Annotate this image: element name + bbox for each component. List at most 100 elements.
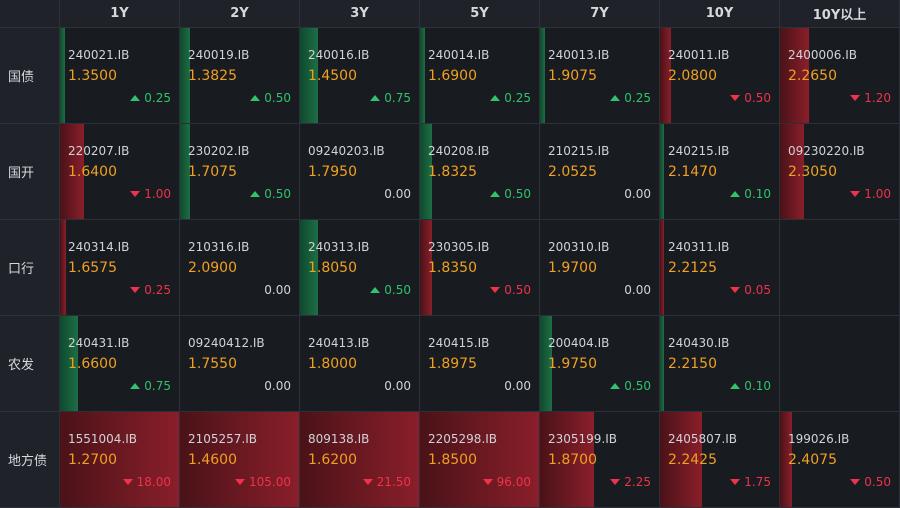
bond-cell-govt-bond-5y[interactable]: 240014.IB 1.6900 0.25 [420, 28, 540, 124]
bond-yield: 1.9750 [548, 356, 597, 372]
bond-yield: 1.8975 [428, 356, 477, 372]
bp-change-value: 0.50 [744, 91, 771, 105]
bond-code: 2400006.IB [788, 48, 858, 62]
bond-cell-govt-bond-10y-plus[interactable]: 2400006.IB 2.2650 1.20 [780, 28, 900, 124]
tenor-header-10y-plus[interactable]: 10Y以上 [780, 0, 900, 28]
bond-yield: 2.4075 [788, 452, 837, 468]
bp-change: 0.50 [490, 187, 531, 201]
bond-cell-local-govt-bond-2y[interactable]: 2105257.IB 1.4600 105.00 [180, 412, 300, 508]
bond-code: 240014.IB [428, 48, 490, 62]
bp-change-value: 0.50 [384, 283, 411, 297]
tenor-header-1y[interactable]: 1Y [60, 0, 180, 28]
row-label-exim-bond: 口行 [0, 220, 60, 316]
triangle-down-icon [130, 287, 141, 293]
bond-yield: 1.6575 [68, 260, 117, 276]
bond-yield: 2.2125 [668, 260, 717, 276]
bond-cell-cdb-bond-3y[interactable]: 09240203.IB 1.7950 0.00 [300, 124, 420, 220]
bond-cell-local-govt-bond-5y[interactable]: 2205298.IB 1.8500 96.00 [420, 412, 540, 508]
bond-cell-adbc-bond-2y[interactable]: 09240412.IB 1.7550 0.00 [180, 316, 300, 412]
corner-header [0, 0, 60, 28]
change-bar-down [780, 412, 792, 507]
change-bar-down [60, 412, 179, 507]
bond-cell-exim-bond-7y[interactable]: 200310.IB 1.9700 0.00 [540, 220, 660, 316]
triangle-down-icon [490, 287, 501, 293]
bp-change-value: 0.25 [144, 91, 171, 105]
bond-cell-govt-bond-7y[interactable]: 240013.IB 1.9075 0.25 [540, 28, 660, 124]
bond-cell-exim-bond-2y[interactable]: 210316.IB 2.0900 0.00 [180, 220, 300, 316]
change-bar-up [180, 28, 190, 123]
tenor-header-5y[interactable]: 5Y [420, 0, 540, 28]
bp-change-value: 0.50 [264, 91, 291, 105]
bp-change-value: 2.25 [624, 475, 651, 489]
bp-change-value: 0.00 [624, 187, 651, 201]
bond-cell-exim-bond-5y[interactable]: 230305.IB 1.8350 0.50 [420, 220, 540, 316]
bond-cell-exim-bond-10y-plus [780, 220, 900, 316]
triangle-down-icon [482, 479, 493, 485]
bp-change: 0.10 [730, 187, 771, 201]
bond-cell-local-govt-bond-7y[interactable]: 2305199.IB 1.8700 2.25 [540, 412, 660, 508]
bond-cell-exim-bond-10y[interactable]: 240311.IB 2.2125 0.05 [660, 220, 780, 316]
bond-cell-govt-bond-1y[interactable]: 240021.IB 1.3500 0.25 [60, 28, 180, 124]
change-bar-up [660, 124, 664, 219]
bp-change: 0.50 [850, 475, 891, 489]
bp-change: 0.50 [490, 283, 531, 297]
change-bar-down [780, 124, 804, 219]
bp-change: 0.75 [370, 91, 411, 105]
bp-change: 0.75 [130, 379, 171, 393]
bond-cell-cdb-bond-5y[interactable]: 240208.IB 1.8325 0.50 [420, 124, 540, 220]
change-bar-down [180, 412, 299, 507]
tenor-header-10y[interactable]: 10Y [660, 0, 780, 28]
bp-change-value: 0.75 [144, 379, 171, 393]
bp-change-value: 18.00 [136, 475, 171, 489]
bond-yield: 1.8325 [428, 164, 477, 180]
bond-cell-govt-bond-3y[interactable]: 240016.IB 1.4500 0.75 [300, 28, 420, 124]
bond-cell-cdb-bond-7y[interactable]: 210215.IB 2.0525 0.00 [540, 124, 660, 220]
bond-cell-exim-bond-1y[interactable]: 240314.IB 1.6575 0.25 [60, 220, 180, 316]
bp-change: 1.75 [730, 475, 771, 489]
bp-change-value: 0.00 [384, 187, 411, 201]
bond-cell-local-govt-bond-3y[interactable]: 809138.IB 1.6200 21.50 [300, 412, 420, 508]
bond-code: 240215.IB [668, 144, 730, 158]
tenor-header-3y[interactable]: 3Y [300, 0, 420, 28]
bond-yield: 1.3500 [68, 68, 117, 84]
bond-cell-local-govt-bond-10y-plus[interactable]: 199026.IB 2.4075 0.50 [780, 412, 900, 508]
bond-code: 240311.IB [668, 240, 730, 254]
row-label-cdb-bond: 国开 [0, 124, 60, 220]
row-label-adbc-bond: 农发 [0, 316, 60, 412]
bond-cell-adbc-bond-1y[interactable]: 240431.IB 1.6600 0.75 [60, 316, 180, 412]
bond-cell-local-govt-bond-10y[interactable]: 2405807.IB 2.2425 1.75 [660, 412, 780, 508]
bond-yield: 1.6200 [308, 452, 357, 468]
bond-yield: 2.0525 [548, 164, 597, 180]
bond-cell-adbc-bond-5y[interactable]: 240415.IB 1.8975 0.00 [420, 316, 540, 412]
bp-change-value: 0.00 [264, 379, 291, 393]
triangle-down-icon [235, 479, 245, 485]
bond-cell-cdb-bond-2y[interactable]: 230202.IB 1.7075 0.50 [180, 124, 300, 220]
bond-cell-exim-bond-3y[interactable]: 240313.IB 1.8050 0.50 [300, 220, 420, 316]
bp-change-value: 1.00 [864, 187, 891, 201]
bond-yield: 1.8050 [308, 260, 357, 276]
bond-cell-local-govt-bond-1y[interactable]: 1551004.IB 1.2700 18.00 [60, 412, 180, 508]
bp-change-value: 0.25 [504, 91, 531, 105]
triangle-up-icon [370, 95, 381, 101]
bp-change: 0.25 [130, 283, 171, 297]
bond-yield: 1.6900 [428, 68, 477, 84]
tenor-header-2y[interactable]: 2Y [180, 0, 300, 28]
bp-change: 0.00 [624, 187, 651, 201]
triangle-down-icon [850, 479, 861, 485]
change-bar-down [420, 220, 432, 315]
bp-change-value: 0.10 [744, 187, 771, 201]
bond-code: 210215.IB [548, 144, 610, 158]
bond-cell-adbc-bond-3y[interactable]: 240413.IB 1.8000 0.00 [300, 316, 420, 412]
bond-cell-cdb-bond-10y[interactable]: 240215.IB 2.1470 0.10 [660, 124, 780, 220]
bond-cell-adbc-bond-10y[interactable]: 240430.IB 2.2150 0.10 [660, 316, 780, 412]
change-bar-down [780, 28, 809, 123]
bond-cell-cdb-bond-1y[interactable]: 220207.IB 1.6400 1.00 [60, 124, 180, 220]
triangle-up-icon [730, 191, 741, 197]
bond-cell-cdb-bond-10y-plus[interactable]: 09230220.IB 2.3050 1.00 [780, 124, 900, 220]
tenor-header-7y[interactable]: 7Y [540, 0, 660, 28]
bond-cell-govt-bond-10y[interactable]: 240011.IB 2.0800 0.50 [660, 28, 780, 124]
bond-yield: 1.8700 [548, 452, 597, 468]
bond-cell-adbc-bond-7y[interactable]: 200404.IB 1.9750 0.50 [540, 316, 660, 412]
bond-yield: 1.9075 [548, 68, 597, 84]
bond-cell-govt-bond-2y[interactable]: 240019.IB 1.3825 0.50 [180, 28, 300, 124]
